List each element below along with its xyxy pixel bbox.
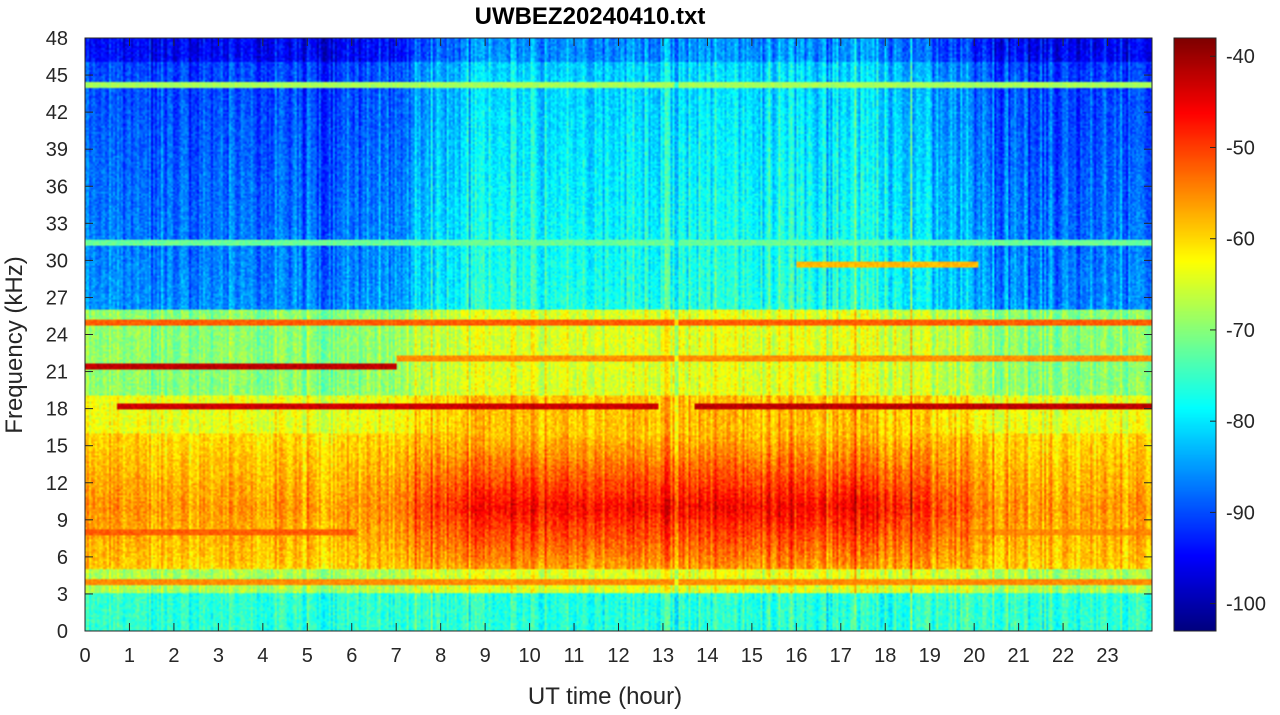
x-tick-label: 2 (168, 645, 179, 667)
colorbar-tick-label: -40 (1226, 46, 1255, 68)
colorbar-tick-label: -80 (1226, 411, 1255, 433)
x-tick-label: 4 (257, 645, 268, 667)
x-tick-label: 10 (518, 645, 540, 667)
y-tick-label: 30 (46, 250, 68, 272)
x-tick-label: 0 (79, 645, 90, 667)
y-tick-label: 12 (46, 473, 68, 495)
plot-area (84, 37, 1153, 632)
x-tick-label: 17 (830, 645, 852, 667)
x-axis-title: UT time (hour) (528, 683, 682, 710)
x-tick-label: 19 (919, 645, 941, 667)
colorbar-tick-label: -90 (1226, 502, 1255, 524)
colorbar: -40 -50 -60 -70 -80 -90 -100 (1173, 37, 1266, 632)
x-tick-label: 11 (564, 645, 585, 667)
colorbar-tick-label: -100 (1226, 594, 1266, 616)
x-tick-label: 14 (696, 645, 718, 667)
x-tick-label: 3 (213, 645, 224, 667)
y-tick-label: 45 (46, 65, 68, 87)
colorbar-tick-label: -70 (1226, 320, 1255, 342)
y-tick-label: 15 (46, 436, 68, 458)
colorbar-frame (1173, 37, 1217, 632)
x-tick-label: 13 (652, 645, 674, 667)
colorbar-tick-label: -50 (1226, 137, 1255, 159)
x-tick-label: 16 (785, 645, 807, 667)
y-tick-label: 3 (57, 584, 68, 606)
x-tick-label: 12 (607, 645, 629, 667)
y-tick-label: 27 (46, 287, 68, 309)
x-tick-label: 23 (1096, 645, 1118, 667)
spectrogram-heatmap (85, 38, 1152, 631)
colorbar-ticks: -40 -50 -60 -70 -80 -90 -100 (1210, 46, 1266, 616)
x-tick-label: 6 (346, 645, 357, 667)
x-tick-label: 15 (741, 645, 763, 667)
x-axis: 0 1 2 3 4 5 6 7 8 9 10 11 12 13 14 15 16 17 18 19 20 21 22 23 (79, 38, 1119, 667)
y-tick-label: 24 (46, 325, 68, 347)
y-axis-title: Frequency (kHz) (1, 256, 28, 433)
x-tick-label: 21 (1008, 645, 1030, 667)
y-tick-label: 39 (46, 139, 68, 161)
x-tick-label: 18 (874, 645, 896, 667)
y-tick-label: 9 (57, 510, 68, 532)
y-tick-label: 42 (46, 102, 68, 124)
x-tick-label: 5 (302, 645, 313, 667)
x-tick-label: 8 (435, 645, 446, 667)
y-tick-label: 6 (57, 547, 68, 569)
y-tick-label: 36 (46, 176, 68, 198)
x-tick-label: 1 (124, 645, 135, 667)
colorbar-tick-label: -60 (1226, 229, 1255, 251)
y-tick-label: 18 (46, 399, 68, 421)
x-tick-label: 22 (1052, 645, 1074, 667)
y-tick-label: 21 (46, 362, 68, 384)
chart-title: UWBEZ20240410.txt (475, 3, 706, 30)
y-tick-label: 0 (57, 621, 68, 643)
x-tick-label: 9 (480, 645, 491, 667)
colorbar-gradient (1174, 38, 1216, 631)
y-tick-label: 33 (46, 213, 68, 235)
x-tick-label: 20 (963, 645, 985, 667)
y-tick-label: 48 (46, 28, 68, 50)
x-tick-label: 7 (391, 645, 402, 667)
